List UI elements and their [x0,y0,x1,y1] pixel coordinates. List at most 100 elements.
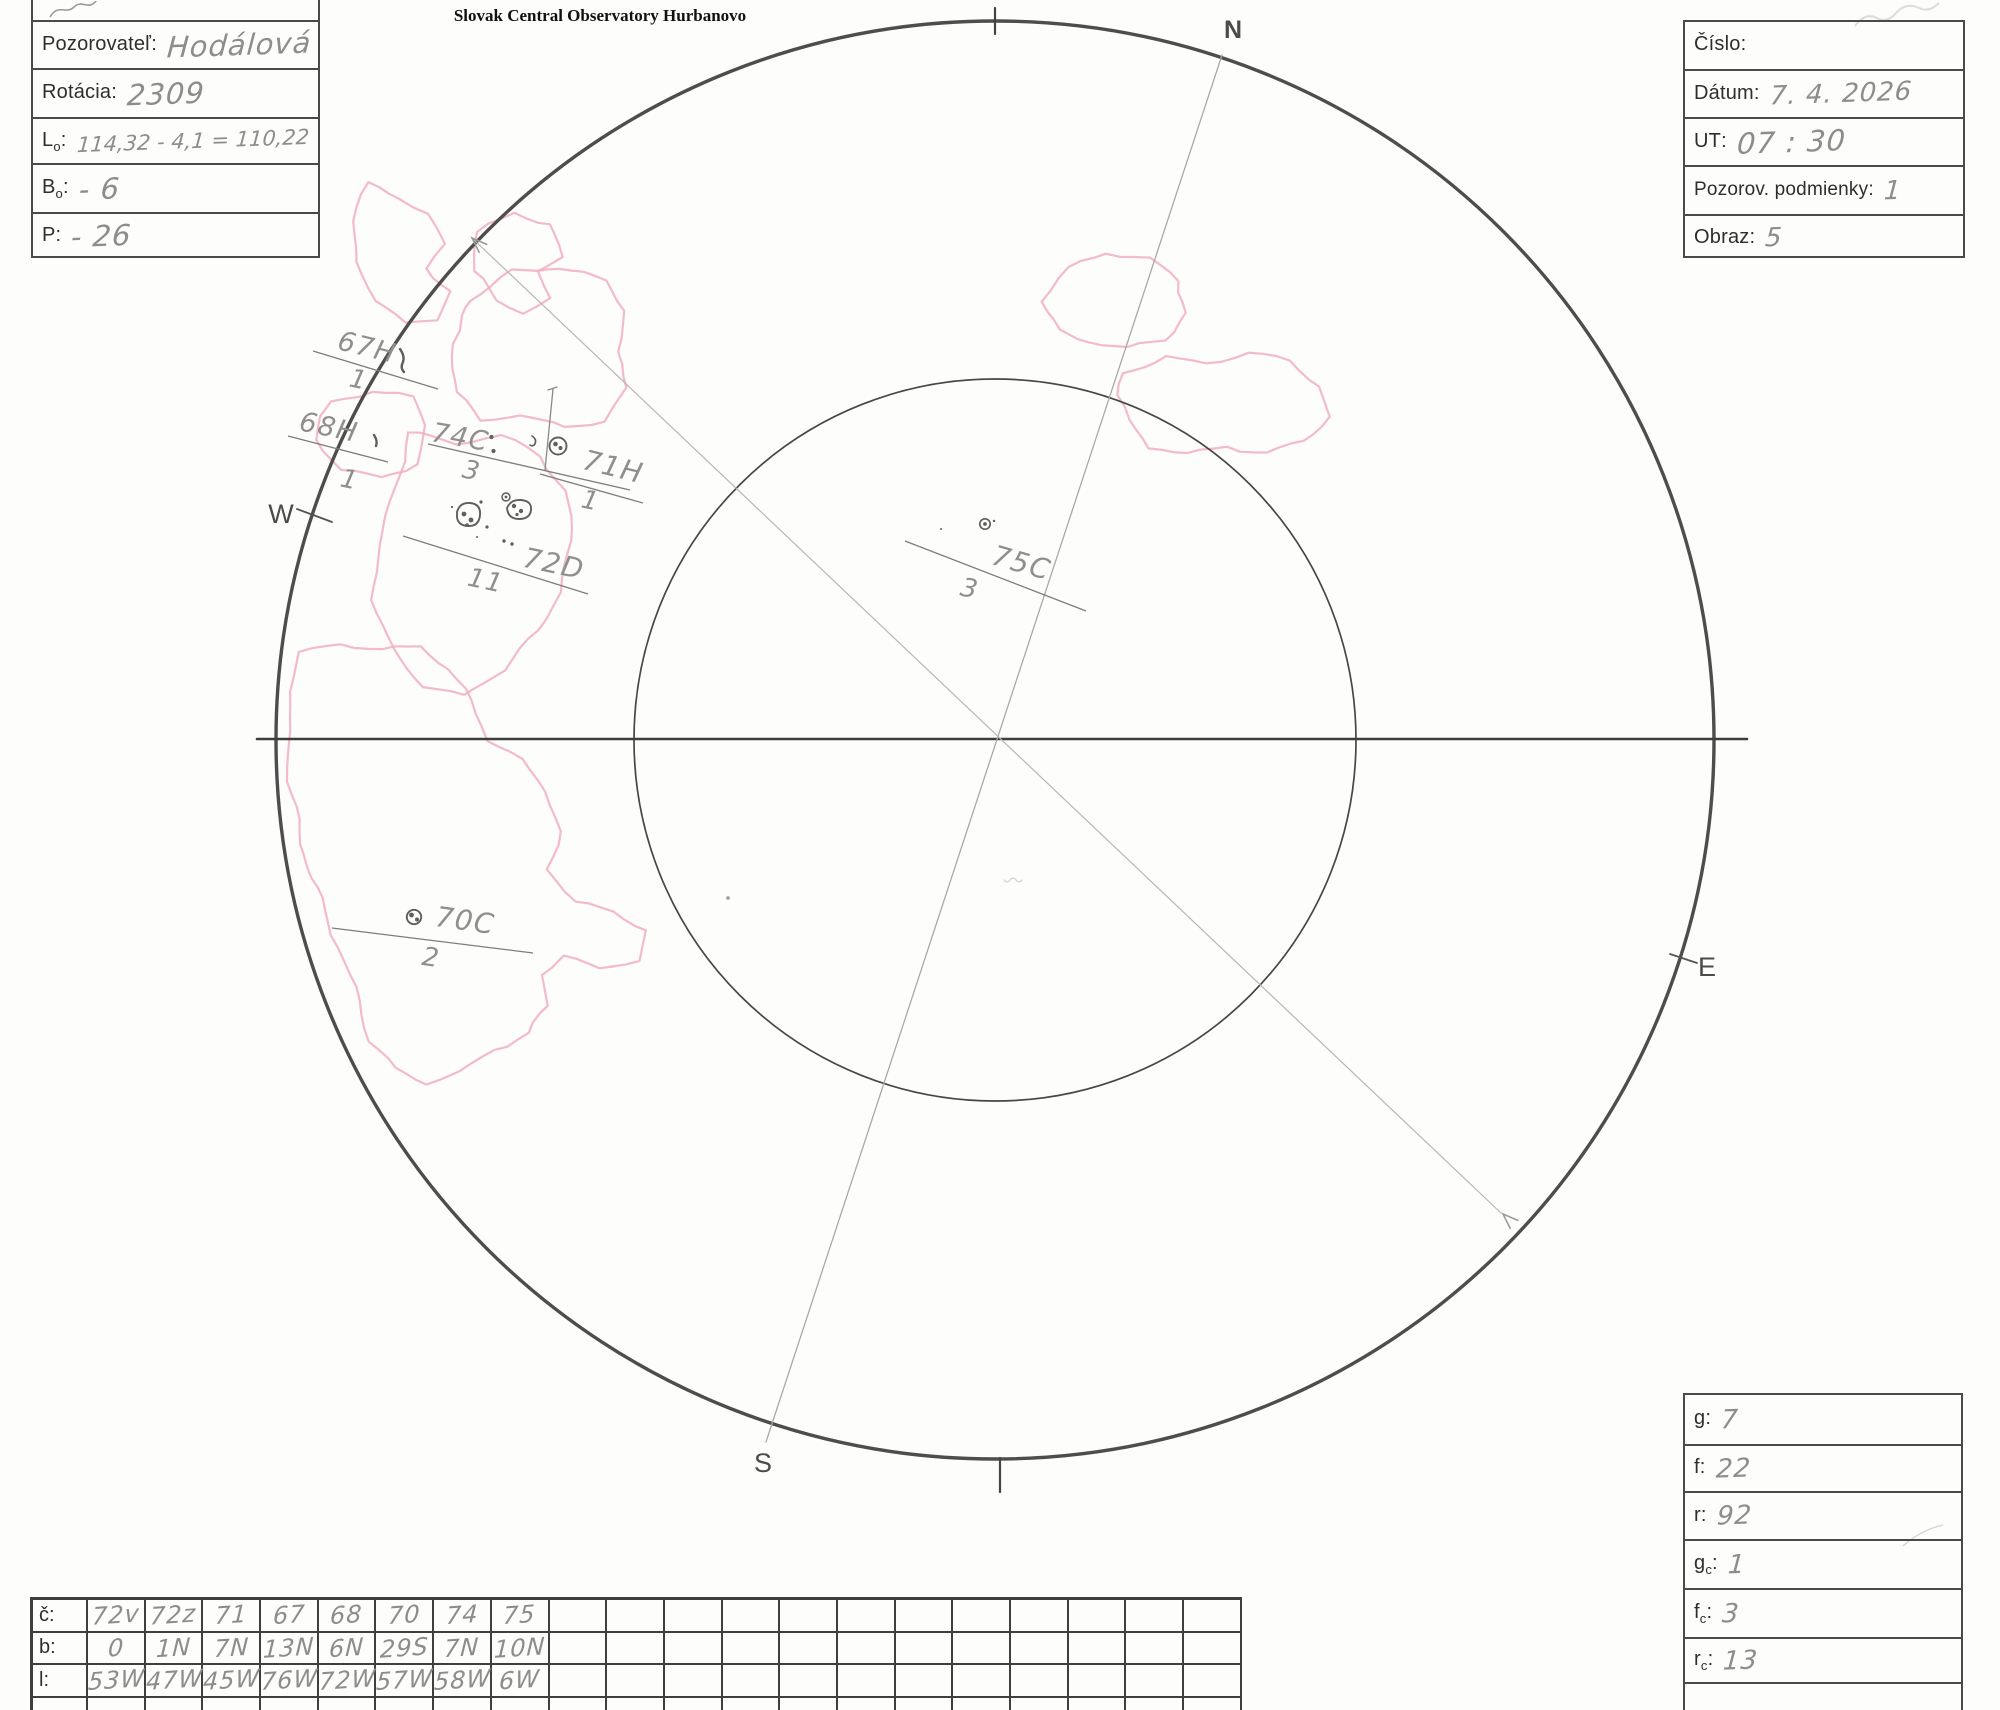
table-cell [780,1697,838,1710]
l0-value: 114,32 - 4,1 = 110,22 [75,124,310,158]
sunspot-75c-umbra [983,522,987,526]
table-cell: 72v [88,1600,146,1633]
table-cell [722,1632,781,1665]
table-cell [837,1665,896,1698]
table-cell [319,1697,377,1710]
table-cell [550,1697,608,1710]
table-cell [607,1600,665,1633]
group-underline-67h [312,350,439,390]
field-label: UT: [1694,129,1727,152]
table-cell [1011,1600,1069,1633]
sunspot-71h-penumbra [548,436,568,456]
table-cell: 10N [491,1632,550,1665]
table-cell: 47W [145,1664,204,1698]
sunspot-72d-pore [476,536,478,538]
table-cell [953,1600,1011,1633]
table-cell: 67 [261,1600,319,1633]
table-cell [665,1697,723,1710]
group-label-75c: 75C [988,539,1054,587]
table-cell [33,1697,88,1710]
sunspot-72d-penumbra [456,501,482,527]
sunspot-groups [372,347,1023,926]
field-label: fc: [1694,1601,1713,1626]
table-cell [1184,1697,1242,1710]
sunspot-72d-umbra [515,512,519,517]
form-row-r: r: 92 [1685,1491,1961,1539]
table-cell [895,1632,954,1665]
table-cell [549,1665,608,1698]
sunspot-72d-pore [479,500,483,504]
sunspot-74c [489,434,494,440]
form-row-f: f: 22 [1685,1444,1961,1491]
sunspot-72d-umbra [504,495,508,499]
table-cell [837,1632,896,1665]
field-label: Lo: [42,128,67,154]
table-cell [607,1697,665,1710]
sunspot-70c-penumbra [405,908,423,926]
table-cell [723,1697,781,1710]
sunspot-72d-umbra [511,503,517,509]
table-cell [1069,1697,1127,1710]
compass-w: W [268,499,294,529]
sunspot-70c-umbra [415,917,419,922]
facula-upper-limb [352,181,452,324]
sunspot-72d-umbra [468,517,474,523]
cutoff-handwriting [49,1,98,18]
form-row-p: P: - 26 [33,212,318,258]
table-cell [1126,1632,1185,1665]
compass-e: E [1698,952,1716,982]
facula-68h [315,390,427,479]
table-cell [1068,1600,1127,1633]
table-cell: 76W [260,1664,320,1698]
field-label: Pozorov. podmienky: [1694,178,1874,200]
field-label: g: [1694,1407,1712,1429]
table-cell [607,1665,665,1698]
b0-value: - 6 [77,170,122,207]
group-underline-75c [904,540,1087,612]
form-row-l0: Lo: 114,32 - 4,1 = 110,22 [33,117,318,163]
stats-form: g: 7 f: 22 r: 92 gc: 1 fc: 3 rc: 13 [1683,1393,1963,1710]
table-cell [953,1697,1011,1710]
form-row-number: Číslo: [1685,22,1963,69]
drift-line [471,237,1502,1214]
table-cell [1184,1600,1242,1633]
facula-72d [370,431,574,696]
table-row-label: b: [33,1632,88,1665]
table-row-label: č: [33,1600,88,1633]
stray-scribble [1003,877,1023,883]
sunspot-72d-pore [510,542,514,546]
field-label: f: [1694,1456,1706,1478]
table-cell: 45W [202,1664,262,1698]
table-cell [1126,1600,1185,1633]
group-label-70c: 70C [433,900,497,941]
compass-n: N [1224,16,1242,44]
table-cell [376,1697,435,1710]
rotation-value: 2309 [125,75,206,112]
table-cell [261,1697,319,1710]
table-cell [664,1665,723,1698]
table-cell [1184,1632,1242,1665]
group-underline-71h [539,473,644,504]
form-row-fc: fc: 3 [1685,1588,1961,1637]
table-cell: 71 [203,1600,262,1633]
f-value: 22 [1714,1452,1752,1485]
west-tick [296,508,333,523]
table-row-label: l: [33,1665,88,1698]
table-cell: 70 [376,1600,435,1633]
field-label: Rotácia: [42,81,117,103]
page-title: Slovak Central Observatory Hurbanovo [453,6,747,25]
table-cell [664,1632,723,1665]
table-cell [1011,1697,1069,1710]
field-label: rc: [1694,1648,1714,1673]
group-count-75c: 3 [958,573,982,606]
sunspot-75c-pore [940,528,942,530]
table-cell [953,1665,1011,1698]
field-label: r: [1694,1503,1707,1526]
sunspot-67h [398,347,406,374]
form-row-signature [33,0,318,20]
p-value: - 26 [70,217,134,255]
sunspot-72d-pore [450,505,454,509]
table-cell: 1N [145,1632,204,1665]
form-row-image: Obraz: 5 [1685,214,1963,260]
group-label-72d: 72D [520,541,587,586]
